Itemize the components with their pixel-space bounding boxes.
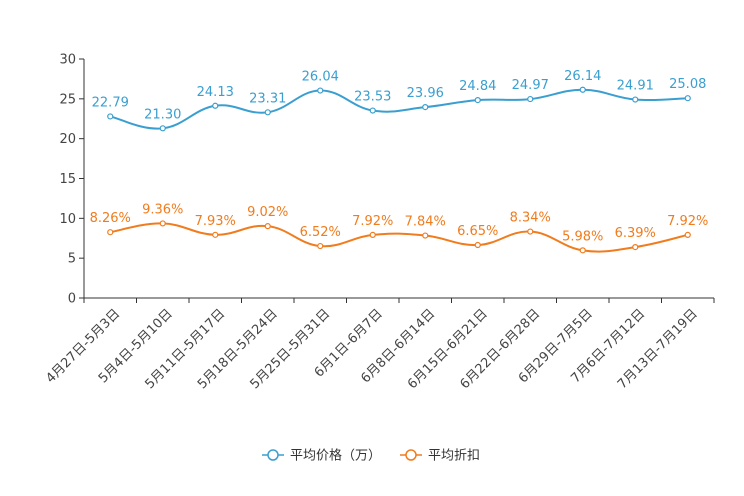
y-tick-label: 25 — [59, 92, 76, 107]
data-point[interactable] — [527, 228, 534, 235]
data-label: 5.98% — [562, 229, 603, 244]
y-tick-label: 20 — [59, 132, 76, 147]
series-line — [110, 222, 688, 253]
data-point[interactable] — [264, 223, 271, 230]
data-label: 26.14 — [564, 69, 601, 84]
data-point[interactable] — [107, 229, 114, 236]
series-layer: 22.79 21.30 24.13 23.31 26.04 23.53 23.96 24.84… — [90, 69, 708, 254]
data-label: 24.13 — [197, 85, 234, 100]
data-label: 23.31 — [249, 91, 286, 106]
data-label: 7.92% — [667, 214, 708, 229]
data-label: 24.91 — [617, 79, 654, 94]
data-label: 23.53 — [354, 90, 391, 105]
data-label: 23.96 — [407, 86, 444, 101]
legend-label: 平均折扣 — [428, 449, 480, 464]
legend-item-2[interactable]: 平均折扣 — [400, 449, 480, 464]
data-label: 9.36% — [142, 202, 183, 217]
data-label: 6.52% — [300, 225, 341, 240]
series-line — [110, 88, 688, 130]
series-2: 8.26% 9.36% 7.93% 9.02% 6.52% 7.92% 7.84% 6.65%… — [90, 202, 708, 254]
data-label: 24.84 — [459, 79, 496, 94]
data-label: 8.34% — [510, 211, 551, 226]
y-tick-label: 10 — [59, 212, 76, 227]
data-label: 25.08 — [669, 77, 706, 92]
y-tick-label: 30 — [59, 53, 76, 68]
data-point[interactable] — [317, 87, 324, 94]
data-label: 6.65% — [457, 224, 498, 239]
data-point[interactable] — [684, 95, 691, 102]
data-point[interactable] — [264, 109, 271, 116]
data-point[interactable] — [212, 231, 219, 238]
legend-label: 平均价格（万） — [290, 448, 381, 464]
data-label: 21.30 — [144, 107, 181, 122]
legend[interactable]: 平均价格（万） 平均折扣 — [262, 448, 480, 464]
data-point[interactable] — [107, 113, 114, 120]
data-label: 9.02% — [247, 205, 288, 220]
data-point[interactable] — [159, 220, 166, 227]
legend-marker-icon — [267, 449, 279, 461]
data-point[interactable] — [632, 243, 639, 251]
data-point[interactable] — [422, 104, 429, 111]
data-point[interactable] — [684, 231, 691, 239]
data-label: 7.93% — [195, 214, 236, 229]
data-point[interactable] — [317, 242, 324, 250]
data-point[interactable] — [159, 125, 166, 132]
data-point[interactable] — [579, 247, 586, 254]
data-point[interactable] — [527, 95, 534, 103]
data-point[interactable] — [632, 96, 639, 103]
data-point[interactable] — [422, 232, 429, 239]
data-label: 26.04 — [302, 70, 339, 85]
data-label: 7.92% — [352, 214, 393, 229]
data-point[interactable] — [369, 231, 376, 239]
data-label: 6.39% — [615, 226, 656, 241]
y-tick-label: 15 — [59, 172, 76, 187]
data-point[interactable] — [474, 97, 481, 104]
y-tick-label: 5 — [68, 252, 76, 267]
data-label: 8.26% — [90, 211, 131, 226]
data-label: 7.84% — [405, 215, 446, 230]
legend-marker-icon — [405, 449, 417, 461]
data-label: 24.97 — [512, 78, 549, 93]
legend-item-1[interactable]: 平均价格（万） — [262, 448, 381, 464]
series-1: 22.79 21.30 24.13 23.31 26.04 23.53 23.96 24.84… — [92, 69, 706, 132]
data-point[interactable] — [369, 107, 376, 114]
data-point[interactable] — [212, 102, 219, 109]
data-point[interactable] — [579, 86, 586, 93]
y-tick-label: 0 — [68, 292, 76, 307]
data-label: 22.79 — [92, 95, 129, 110]
data-point[interactable] — [474, 241, 481, 249]
